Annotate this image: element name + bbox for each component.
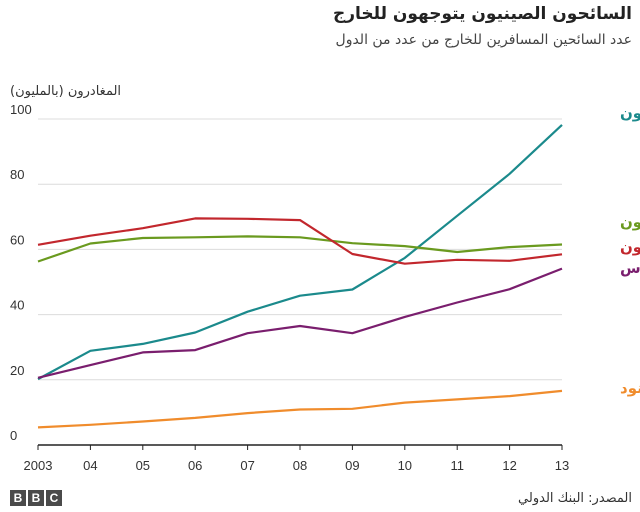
series-lines xyxy=(37,124,563,429)
series-label: أمريكيون xyxy=(620,212,640,231)
bbc-logo-letter: B xyxy=(28,490,44,506)
y-tick-label: 60 xyxy=(10,232,24,247)
chart-subtitle: عدد السائحين المسافرين للخارج من عدد من … xyxy=(335,32,632,48)
series-line xyxy=(37,389,563,429)
bbc-logo-letter: B xyxy=(10,490,26,506)
y-tick-labels: 0 20 40 60 80 100 xyxy=(10,102,32,443)
y-tick-label: 0 xyxy=(10,428,17,443)
x-tick-label: 13 xyxy=(555,458,569,473)
chart-title: السائحون الصينيون يتوجهون للخارج xyxy=(332,4,632,24)
x-tick-label: 2003 xyxy=(24,458,53,473)
source-note: المصدر: البنك الدولي xyxy=(518,491,632,506)
grid-lines xyxy=(38,118,562,446)
x-tick-label: 06 xyxy=(188,458,202,473)
series-label: روس xyxy=(620,259,640,277)
bbc-logo-letter: C xyxy=(46,490,62,506)
x-tick-label: 09 xyxy=(345,458,359,473)
y-tick-label: 80 xyxy=(10,167,24,182)
x-tick-label: 07 xyxy=(240,458,254,473)
y-tick-label: 40 xyxy=(10,298,24,313)
series-labels: صينيون أمريكيون بريطانيون روس هنود xyxy=(620,104,640,397)
x-tick-label: 12 xyxy=(502,458,516,473)
x-tick-labels: 2003 04 05 06 07 08 09 10 11 12 13 xyxy=(24,445,569,473)
x-tick-label: 05 xyxy=(136,458,150,473)
x-tick-label: 10 xyxy=(398,458,412,473)
series-label: صينيون xyxy=(620,104,640,122)
series-line xyxy=(37,124,563,381)
bbc-logo: B B C xyxy=(10,490,62,506)
series-line xyxy=(37,217,563,265)
y-axis-label: المغادرون (بالمليون) xyxy=(10,84,122,99)
series-line xyxy=(37,267,563,379)
y-tick-label: 100 xyxy=(10,102,32,117)
x-tick-label: 08 xyxy=(293,458,307,473)
x-tick-label: 11 xyxy=(450,458,464,473)
series-label: هنود xyxy=(620,379,640,397)
series-label: بريطانيون xyxy=(620,238,640,256)
x-tick-label: 04 xyxy=(83,458,97,473)
y-tick-label: 20 xyxy=(10,363,24,378)
series-line xyxy=(37,235,563,263)
